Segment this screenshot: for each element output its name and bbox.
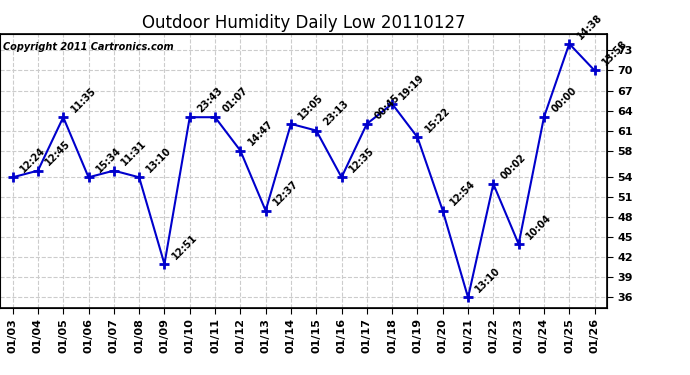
Text: 00:02: 00:02 xyxy=(499,152,528,181)
Text: 12:45: 12:45 xyxy=(43,139,72,168)
Text: 00:45: 00:45 xyxy=(373,92,402,121)
Text: 00:00: 00:00 xyxy=(549,86,578,114)
Text: 12:24: 12:24 xyxy=(18,146,47,174)
Text: 15:22: 15:22 xyxy=(423,105,452,135)
Text: 13:05: 13:05 xyxy=(297,92,326,121)
Text: 23:13: 23:13 xyxy=(322,99,351,128)
Text: 15:34: 15:34 xyxy=(94,146,123,174)
Text: 12:35: 12:35 xyxy=(347,146,376,174)
Text: 14:47: 14:47 xyxy=(246,119,275,148)
Text: 13:58: 13:58 xyxy=(600,39,629,68)
Text: 12:54: 12:54 xyxy=(448,179,477,208)
Text: 01:07: 01:07 xyxy=(221,86,250,114)
Text: 13:10: 13:10 xyxy=(145,146,174,174)
Text: 11:35: 11:35 xyxy=(69,86,98,114)
Text: 14:38: 14:38 xyxy=(575,12,604,41)
Text: 10:04: 10:04 xyxy=(524,212,553,241)
Text: 11:31: 11:31 xyxy=(119,139,148,168)
Text: 19:19: 19:19 xyxy=(397,72,426,101)
Text: 13:10: 13:10 xyxy=(473,266,502,295)
Text: 12:37: 12:37 xyxy=(271,179,300,208)
Text: 12:51: 12:51 xyxy=(170,232,199,261)
Text: Copyright 2011 Cartronics.com: Copyright 2011 Cartronics.com xyxy=(3,42,174,52)
Text: 23:43: 23:43 xyxy=(195,86,224,114)
Title: Outdoor Humidity Daily Low 20110127: Outdoor Humidity Daily Low 20110127 xyxy=(142,14,465,32)
